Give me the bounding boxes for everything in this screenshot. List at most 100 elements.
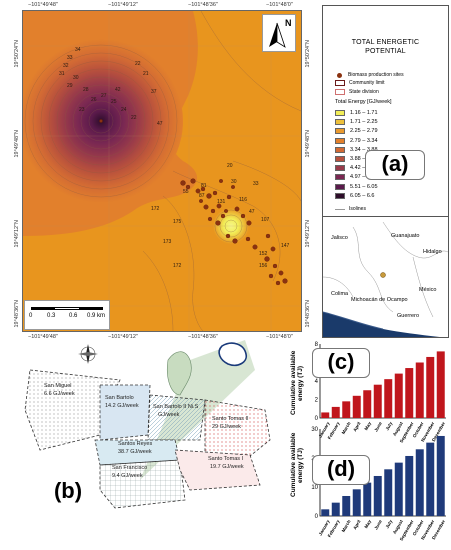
community-outline — [218, 342, 248, 367]
bar — [436, 351, 445, 418]
energy-class-label: 3.34 – 3.88 — [350, 146, 378, 153]
inset-state-label: México — [419, 287, 437, 293]
contour-label: 29 — [67, 83, 73, 89]
bar — [342, 495, 351, 516]
bar — [321, 412, 330, 418]
inset-state-label: Hidalgo — [423, 249, 442, 255]
community-name: San Francisco — [112, 465, 148, 471]
top-coord-4: −101°48'0" — [266, 2, 293, 8]
left-coord-3: 19°49'12"N — [14, 220, 20, 248]
energy-potential-map — [23, 11, 301, 331]
energy-class-row: 5.51 – 6.05 — [335, 183, 378, 190]
community-map — [24, 340, 271, 509]
inset-state-label: Guanajuato — [391, 233, 420, 239]
compass-rose-icon — [78, 344, 98, 364]
contour-label: 116 — [239, 197, 247, 203]
x-tick-label: July — [384, 519, 394, 530]
left-coord-1: 19°50'24"N — [14, 40, 20, 68]
community-value: 14.2 GJ/week — [105, 403, 139, 409]
community-name: San Bartolo — [105, 395, 134, 401]
community-name: San Miguel — [44, 383, 72, 389]
bar — [384, 469, 393, 516]
contour-label: 172 — [173, 263, 182, 269]
bottom-coord-4: −101°48'0" — [266, 334, 293, 340]
bottom-coord-3: −101°48'36" — [188, 334, 218, 340]
panel-label-c: (c) — [312, 348, 370, 378]
energy-class-swatch — [335, 128, 345, 135]
inset-state-label: Colima — [331, 291, 349, 297]
y-tick-label: 4 — [315, 379, 319, 385]
scale-label: 0.3 — [47, 313, 56, 319]
scale-label: 0.6 — [69, 313, 78, 319]
bar — [394, 373, 403, 418]
chart-c-xticks: January February March April May June July Augu… — [306, 420, 451, 444]
contour-label: 107 — [261, 217, 270, 223]
energy-class-label: 3.88 – 4.42 — [350, 156, 378, 162]
bar — [373, 475, 382, 516]
scale-label: 0.9 km — [87, 313, 106, 319]
legend-title: TOTAL ENERGETIC POTENTIAL — [351, 39, 420, 55]
contour-label: 24 — [121, 107, 127, 113]
energy-class-label: 1.16 – 1.71 — [350, 110, 378, 116]
scale-bar: 0 0.3 0.6 0.9 km — [24, 300, 110, 330]
legend-panel: TOTAL ENERGETIC POTENTIAL Biomass produc… — [322, 5, 449, 338]
community-value: 6.6 GJ/week — [44, 391, 75, 397]
contour-label: 32 — [63, 63, 69, 69]
bar — [415, 362, 424, 418]
isolines-west — [24, 44, 178, 198]
contour-label: 28 — [83, 87, 89, 93]
community-value: 38.7 GJ/week — [118, 449, 152, 455]
bottom-coord-2: −101°49'12" — [108, 334, 138, 340]
energy-class-label: 2.79 – 3.34 — [350, 137, 378, 144]
contour-label: 173 — [163, 239, 172, 245]
bar — [394, 462, 403, 516]
bar — [373, 384, 382, 418]
community-name: Santo Tomas I — [208, 456, 244, 462]
top-coord-2: −101°49'12" — [108, 2, 138, 8]
municipality-outline — [167, 351, 192, 396]
energy-class-label: 1.71 – 2.25 — [350, 119, 378, 126]
contour-label: 42 — [115, 87, 121, 93]
energy-class-label: 4.42 – 4.97 — [350, 165, 378, 172]
community-value: 9.4 GJ/week — [112, 473, 143, 479]
bar — [436, 435, 445, 516]
x-tick-label: June — [373, 519, 383, 531]
scale-label: 0 — [29, 313, 33, 319]
bar — [384, 379, 393, 418]
energy-class-row: 4.42 – 4.97 — [335, 165, 378, 172]
contour-label: 152 — [259, 251, 268, 257]
left-coord-4: 19°48'36"N — [14, 300, 20, 328]
contour-label: 175 — [173, 219, 182, 225]
energy-legend-title: Total Energy [GJ/week] — [335, 99, 392, 105]
energy-class-swatch — [335, 119, 345, 126]
panel-label-a: (a) — [365, 150, 425, 180]
contour-label-layer: 34 33 32 31 30 29 28 27 26 25 24 23 22 2… — [23, 11, 301, 331]
biomass-sites — [99, 119, 288, 286]
energy-class-label: 2.25 – 2.79 — [350, 128, 378, 135]
energy-class-row: 2.79 – 3.34 — [335, 137, 378, 144]
right-coord-1: 19°50'24"N — [305, 40, 311, 68]
community-name: Santo Tomas II — [212, 416, 249, 422]
bar — [331, 406, 340, 418]
bar — [363, 390, 372, 418]
bar — [415, 449, 424, 516]
north-arrow-icon — [269, 22, 286, 48]
x-tick-label: April — [352, 519, 362, 531]
legend-state: State division — [335, 89, 379, 95]
community-value: 19.7 GJ/week — [210, 464, 244, 470]
contour-label: 30 — [231, 179, 237, 185]
contour-label: 22 — [135, 61, 141, 67]
bar — [426, 356, 435, 418]
community-polygons — [24, 369, 271, 509]
community-value: GJ/week — [158, 412, 180, 418]
energy-class-label: 5.51 – 6.05 — [350, 183, 378, 190]
bar — [405, 455, 414, 516]
bar — [331, 502, 340, 516]
energy-class-row: 3.34 – 3.88 — [335, 146, 378, 153]
contour-label: 34 — [75, 47, 81, 53]
chart-d: 0102030 — [311, 427, 446, 518]
bar — [321, 509, 330, 516]
energy-class-swatch — [335, 192, 345, 199]
energy-class-row: 1.16 – 1.71 — [335, 110, 378, 116]
biomass-site-icon — [337, 72, 342, 78]
